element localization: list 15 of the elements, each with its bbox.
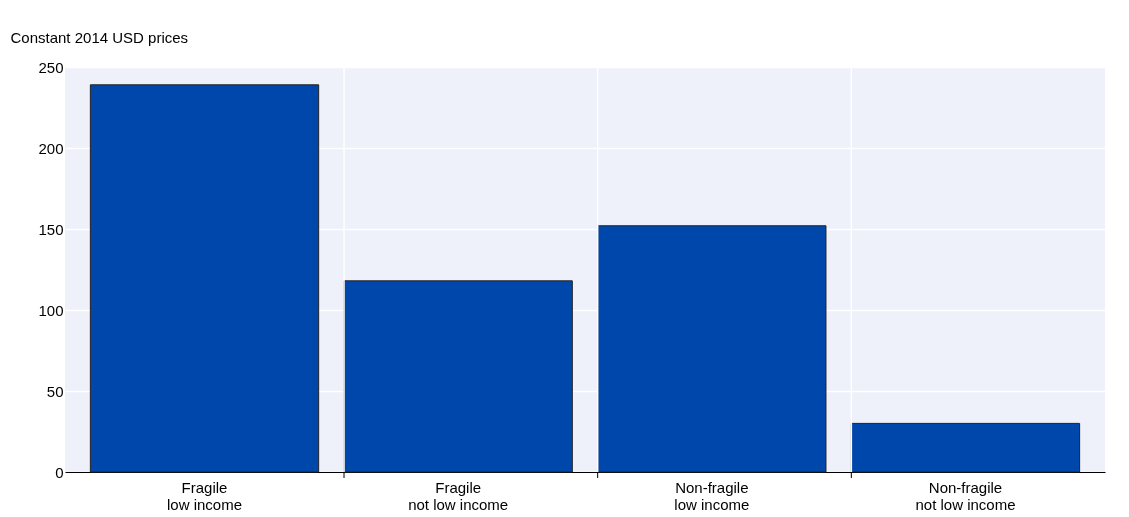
y-tick-label: 0: [55, 463, 64, 481]
y-tick-label: 250: [38, 58, 64, 76]
x-tick-label: Fragile not low income: [408, 478, 509, 513]
bar: [597, 225, 827, 473]
y-tick-label: 50: [46, 382, 64, 400]
bar: [89, 84, 320, 473]
x-tick-label: Non-fragile not low income: [915, 478, 1016, 513]
y-tick-label: 150: [38, 220, 64, 238]
bar: [850, 422, 1081, 473]
x-tick-label: Fragile low income: [167, 478, 243, 513]
bar: [343, 280, 573, 473]
x-tick-label: Non-fragile low income: [674, 478, 750, 513]
y-tick-label: 200: [38, 139, 64, 157]
y-tick-label: 100: [38, 301, 64, 319]
y-axis-title: Constant 2014 USD prices: [10, 28, 189, 46]
